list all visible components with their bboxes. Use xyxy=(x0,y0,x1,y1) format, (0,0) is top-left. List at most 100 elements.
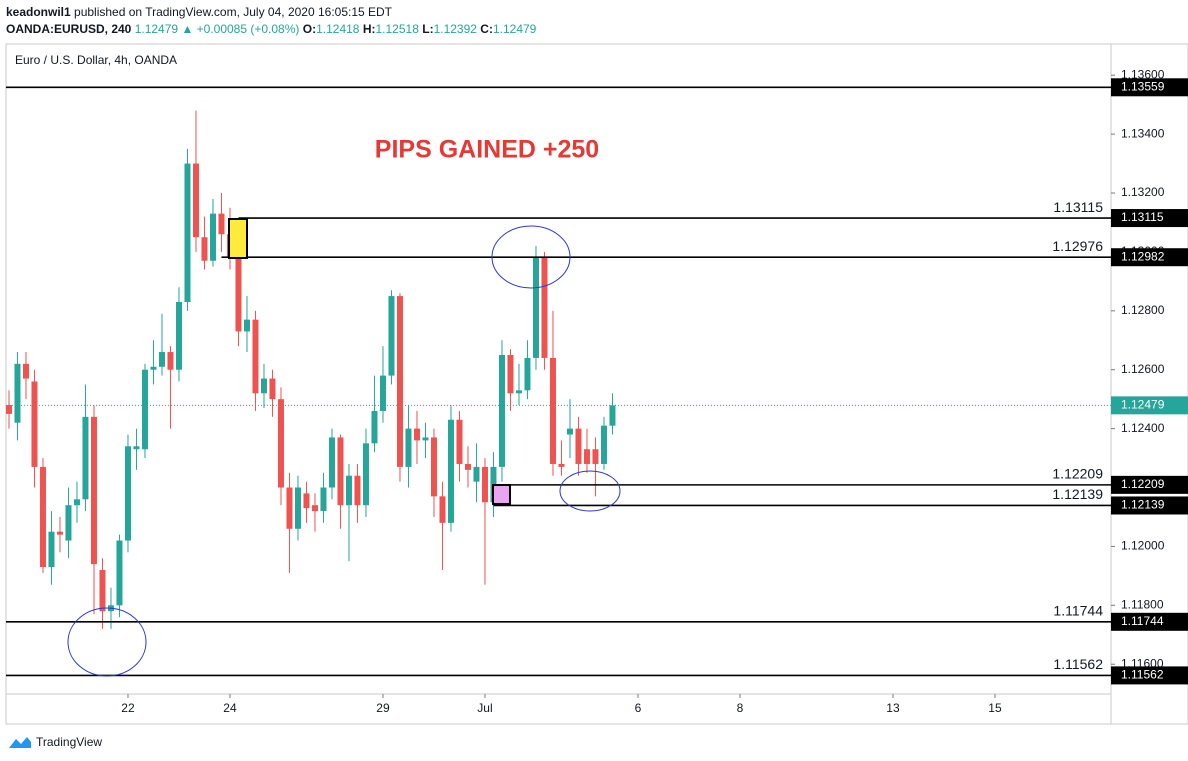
x-tick-label: Jul xyxy=(477,701,492,715)
y-tick-label: 1.12000 xyxy=(1121,539,1165,553)
header-line-1: keadonwil1 published on TradingView.com,… xyxy=(6,4,536,21)
published: published on TradingView.com, July 04, 2… xyxy=(74,5,393,19)
footer: TradingView xyxy=(8,734,102,750)
price-tag-label: 1.13115 xyxy=(1121,210,1164,224)
candle-body xyxy=(379,375,386,411)
candle-body xyxy=(464,463,471,470)
y-tick-label: 1.13600 xyxy=(1121,67,1165,81)
x-tick-label: 15 xyxy=(988,701,1002,715)
candle-body xyxy=(175,301,182,370)
h-label: H: xyxy=(362,22,376,36)
candle-body xyxy=(277,399,284,488)
candle-body xyxy=(481,466,488,503)
candle-body xyxy=(320,487,327,512)
y-tick-label: 1.13400 xyxy=(1121,126,1165,140)
candle-body xyxy=(337,437,344,506)
candle-body xyxy=(201,237,208,261)
candle-body xyxy=(269,378,276,400)
l-label: L: xyxy=(422,22,434,36)
candle-body xyxy=(167,352,174,370)
level-label: 1.12139 xyxy=(1052,486,1103,502)
price-tag-label: 1.13559 xyxy=(1121,79,1165,93)
candle-body xyxy=(294,487,301,529)
x-tick-label: 29 xyxy=(376,701,390,715)
candle-body xyxy=(5,405,12,414)
candle-body xyxy=(141,369,148,450)
candle-body xyxy=(82,416,89,500)
candle-body xyxy=(328,437,335,488)
price-tag-label: 1.11562 xyxy=(1121,668,1164,682)
candle-body xyxy=(31,381,38,467)
candle-body xyxy=(311,505,318,512)
candle-body xyxy=(209,213,216,261)
level-label: 1.11744 xyxy=(1053,603,1103,619)
logo xyxy=(9,737,31,748)
level-label: 1.12209 xyxy=(1052,466,1103,482)
candle-body xyxy=(566,428,573,435)
y-tick-label: 1.11800 xyxy=(1121,597,1164,611)
candle-body xyxy=(388,296,395,376)
candle-body xyxy=(192,163,199,238)
h: 1.12518 xyxy=(375,22,419,36)
candle-body xyxy=(90,416,97,565)
candle-body xyxy=(99,569,106,612)
x-tick-label: 13 xyxy=(886,701,900,715)
candle-body xyxy=(439,496,446,523)
candle-body xyxy=(133,446,140,450)
candle-body xyxy=(73,499,80,506)
candle-body xyxy=(158,352,165,367)
candle-body xyxy=(549,357,556,464)
price-tag xyxy=(1111,612,1188,631)
brand: TradingView xyxy=(36,735,103,749)
candle-body xyxy=(575,428,582,464)
o-label: O: xyxy=(302,22,317,36)
l: 1.12392 xyxy=(433,22,477,36)
candle-body xyxy=(524,357,531,391)
circle xyxy=(559,470,621,512)
candle-body xyxy=(583,449,590,464)
candle-body xyxy=(243,319,250,332)
candle-body xyxy=(116,540,123,606)
candle-body xyxy=(65,505,72,541)
y-tick-label: 1.13200 xyxy=(1121,185,1165,199)
candle-body xyxy=(22,363,29,379)
y-tick-label: 1.12400 xyxy=(1121,421,1165,435)
price-tag xyxy=(1111,78,1188,97)
candle-body xyxy=(39,466,46,568)
candle-body xyxy=(56,531,63,535)
candle-body xyxy=(405,428,412,467)
candle-body xyxy=(413,428,420,441)
candle-body xyxy=(447,419,454,523)
price-tag-label: 1.12982 xyxy=(1121,249,1165,263)
price-tag xyxy=(1111,396,1188,415)
x-tick-label: 24 xyxy=(223,701,237,715)
candle-body xyxy=(498,354,505,467)
candle-body xyxy=(430,437,437,497)
symbol: OANDA:EURUSD, 240 xyxy=(6,22,132,36)
candle-body xyxy=(150,366,157,370)
candle-body xyxy=(473,466,480,482)
candle-body xyxy=(345,475,352,506)
highlight-box xyxy=(228,218,248,259)
candle-body xyxy=(218,213,225,235)
y-tick-label: 1.12600 xyxy=(1121,362,1165,376)
price-tag xyxy=(1111,248,1188,267)
candle-body xyxy=(286,487,293,529)
candle-body xyxy=(235,257,242,332)
candle-body xyxy=(600,425,607,464)
level-label: 1.13115 xyxy=(1053,199,1103,215)
candle-body xyxy=(124,446,131,541)
chart-title: Euro / U.S. Dollar, 4h, OANDA xyxy=(15,53,177,67)
candle-body xyxy=(362,443,369,506)
circle xyxy=(67,607,147,677)
candle-body xyxy=(303,493,310,509)
price-tag-label: 1.11744 xyxy=(1121,614,1164,628)
annotation: PIPS GAINED +250 xyxy=(375,136,599,164)
price-tag-label: 1.12209 xyxy=(1121,477,1165,491)
candle-body xyxy=(422,437,429,441)
candle-body xyxy=(371,410,378,444)
candle-body xyxy=(592,449,599,464)
circle xyxy=(491,225,571,289)
